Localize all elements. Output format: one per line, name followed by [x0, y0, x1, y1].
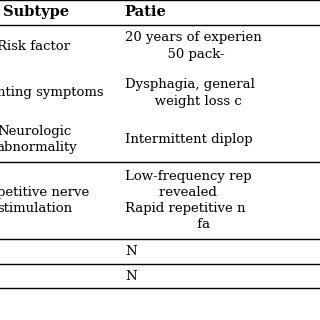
Text: Intermittent diplop: Intermittent diplop — [125, 133, 252, 146]
Text: Risk factor: Risk factor — [0, 40, 70, 53]
Text: 20 years of experien
          50 pack-: 20 years of experien 50 pack- — [125, 31, 261, 61]
Text: N: N — [125, 245, 136, 258]
Text: Low-frequency rep
        revealed
Rapid repetitive n
                 fa: Low-frequency rep revealed Rapid repetit… — [125, 170, 252, 231]
Text: N: N — [125, 269, 136, 283]
Text: Dysphagia, general
       weight loss c: Dysphagia, general weight loss c — [125, 78, 255, 108]
Text: nting symptoms: nting symptoms — [0, 86, 103, 99]
Text: Patie: Patie — [125, 5, 167, 19]
Text: Subtype: Subtype — [3, 5, 69, 19]
Text: petitive nerve
stimulation: petitive nerve stimulation — [0, 186, 89, 215]
Text: Neurologic
abnormality: Neurologic abnormality — [0, 125, 77, 154]
